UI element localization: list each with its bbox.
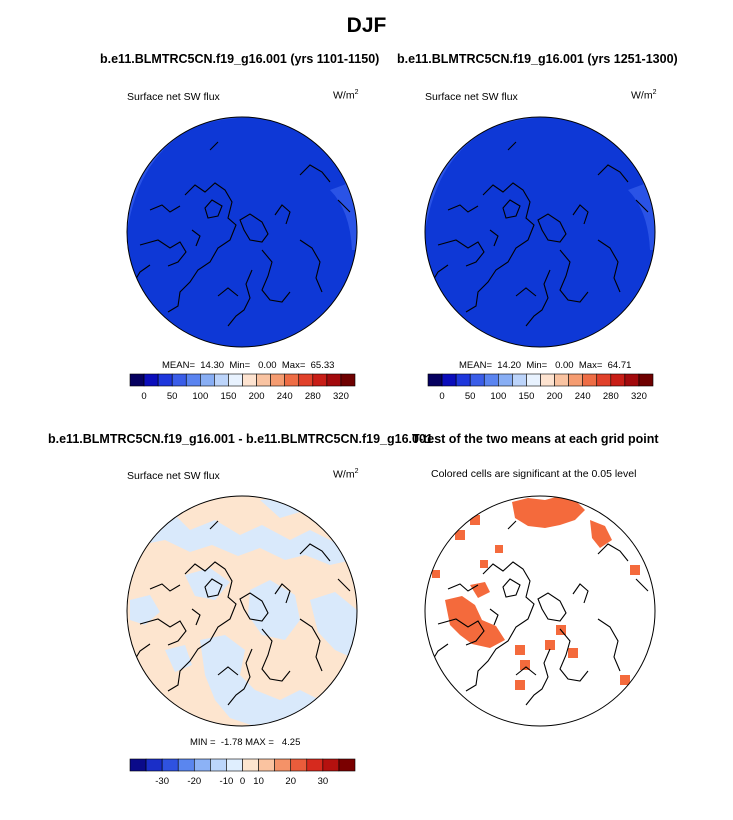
colorbar-box bbox=[306, 758, 324, 772]
colorbar-box bbox=[322, 758, 340, 772]
colorbar-box bbox=[469, 373, 485, 387]
page-title: DJF bbox=[346, 14, 387, 37]
colorbar-tick-label: 0 bbox=[141, 391, 146, 402]
colorbar-box bbox=[143, 373, 159, 387]
colorbar-tick-label: 30 bbox=[318, 776, 329, 787]
colorbar-box bbox=[298, 373, 314, 387]
colorbar-tick-label: 200 bbox=[249, 391, 265, 402]
panel2-stats: MEAN= 14.20 Min= 0.00 Max= 64.71 bbox=[459, 360, 632, 371]
colorbar-box bbox=[171, 373, 187, 387]
colorbar-box bbox=[145, 758, 163, 772]
panel1-field-label: Surface net SW flux bbox=[127, 91, 220, 103]
colorbar-box bbox=[228, 373, 243, 387]
colorbar-box bbox=[270, 373, 285, 387]
colorbar-box bbox=[284, 373, 300, 387]
colorbar-box bbox=[193, 758, 211, 772]
colorbar-box bbox=[512, 373, 527, 387]
colorbar-box bbox=[554, 373, 569, 387]
colorbar-box bbox=[427, 373, 443, 387]
panel2-field-label: Surface net SW flux bbox=[425, 91, 518, 103]
panel2-title: b.e11.BLMTRC5CN.f19_g16.001 (yrs 1251-13… bbox=[397, 52, 678, 66]
colorbar-tick-label: 100 bbox=[192, 391, 208, 402]
colorbar-box bbox=[290, 758, 308, 772]
colorbar-box bbox=[157, 373, 173, 387]
colorbar-box bbox=[526, 373, 541, 387]
colorbar-box bbox=[161, 758, 179, 772]
colorbar-panel-1: 0 50 100 150 200 240 280 320 bbox=[129, 373, 356, 402]
colorbar-tick-label: 50 bbox=[167, 391, 178, 402]
colorbar-tick-label: -10 bbox=[220, 776, 234, 787]
colorbar-tick-label: 10 bbox=[253, 776, 264, 787]
colorbar-box bbox=[624, 373, 640, 387]
colorbar-box bbox=[312, 373, 328, 387]
colorbar-panel-2: 0 50 100 150 200 240 280 320 bbox=[427, 373, 654, 402]
colorbar-box bbox=[129, 373, 145, 387]
colorbar-tick-label: 0 bbox=[240, 776, 245, 787]
colorbar-tick-label: 240 bbox=[277, 391, 293, 402]
colorbar-box bbox=[258, 758, 275, 772]
colorbar-tick-label: 240 bbox=[575, 391, 591, 402]
colorbar-box bbox=[540, 373, 555, 387]
colorbar-tick-label: -30 bbox=[155, 776, 169, 787]
colorbar-tick-label: 150 bbox=[519, 391, 535, 402]
colorbar-tick-label: 200 bbox=[547, 391, 563, 402]
colorbar-tick-label: -20 bbox=[187, 776, 201, 787]
colorbar-box bbox=[185, 373, 201, 387]
colorbar-tick-label: 320 bbox=[631, 391, 647, 402]
panel3-units: W/m2 bbox=[333, 468, 359, 481]
colorbar-box bbox=[177, 758, 195, 772]
panel2-units: W/m2 bbox=[631, 89, 657, 102]
colorbar-panel-3: -30 -20 -10 0 10 20 30 bbox=[129, 758, 356, 787]
colorbar-box bbox=[596, 373, 612, 387]
panel1-title: b.e11.BLMTRC5CN.f19_g16.001 (yrs 1101-11… bbox=[100, 52, 380, 66]
map-panel-3 bbox=[126, 495, 358, 727]
panel4-field-label: Colored cells are significant at the 0.0… bbox=[431, 468, 637, 480]
colorbar-box bbox=[214, 373, 229, 387]
colorbar-tick-label: 20 bbox=[285, 776, 296, 787]
colorbar-box bbox=[256, 373, 271, 387]
map-panel-4 bbox=[424, 495, 656, 727]
map-panel-2 bbox=[424, 116, 656, 348]
colorbar-box bbox=[129, 758, 147, 772]
colorbar-tick-label: 280 bbox=[305, 391, 321, 402]
colorbar-tick-label: 50 bbox=[465, 391, 476, 402]
colorbar-box bbox=[610, 373, 626, 387]
colorbar-box bbox=[210, 758, 227, 772]
panel3-field-label: Surface net SW flux bbox=[127, 470, 220, 482]
panel1-stats: MEAN= 14.30 Min= 0.00 Max= 65.33 bbox=[162, 360, 335, 371]
colorbar-box bbox=[568, 373, 583, 387]
colorbar-tick-label: 150 bbox=[221, 391, 237, 402]
panel3-stats: MIN = -1.78 MAX = 4.25 bbox=[190, 737, 301, 748]
colorbar-box bbox=[582, 373, 598, 387]
colorbar-tick-label: 100 bbox=[490, 391, 506, 402]
colorbar-box bbox=[638, 373, 654, 387]
colorbar-box bbox=[441, 373, 457, 387]
colorbar-box bbox=[498, 373, 513, 387]
colorbar-tick-label: 0 bbox=[439, 391, 444, 402]
panel4-title: T-test of the two means at each grid poi… bbox=[412, 432, 659, 446]
colorbar-box bbox=[274, 758, 292, 772]
colorbar-box bbox=[226, 758, 243, 772]
colorbar-box bbox=[483, 373, 499, 387]
colorbar-box bbox=[242, 758, 259, 772]
colorbar-tick-label: 280 bbox=[603, 391, 619, 402]
colorbar-box bbox=[338, 758, 356, 772]
panel1-units: W/m2 bbox=[333, 89, 359, 102]
colorbar-box bbox=[340, 373, 356, 387]
colorbar-box bbox=[242, 373, 257, 387]
colorbar-box bbox=[200, 373, 215, 387]
colorbar-box bbox=[326, 373, 342, 387]
colorbar-box bbox=[455, 373, 471, 387]
colorbar-tick-label: 320 bbox=[333, 391, 349, 402]
panel3-title: b.e11.BLMTRC5CN.f19_g16.001 - b.e11.BLMT… bbox=[48, 432, 433, 446]
map-panel-1 bbox=[126, 116, 358, 348]
